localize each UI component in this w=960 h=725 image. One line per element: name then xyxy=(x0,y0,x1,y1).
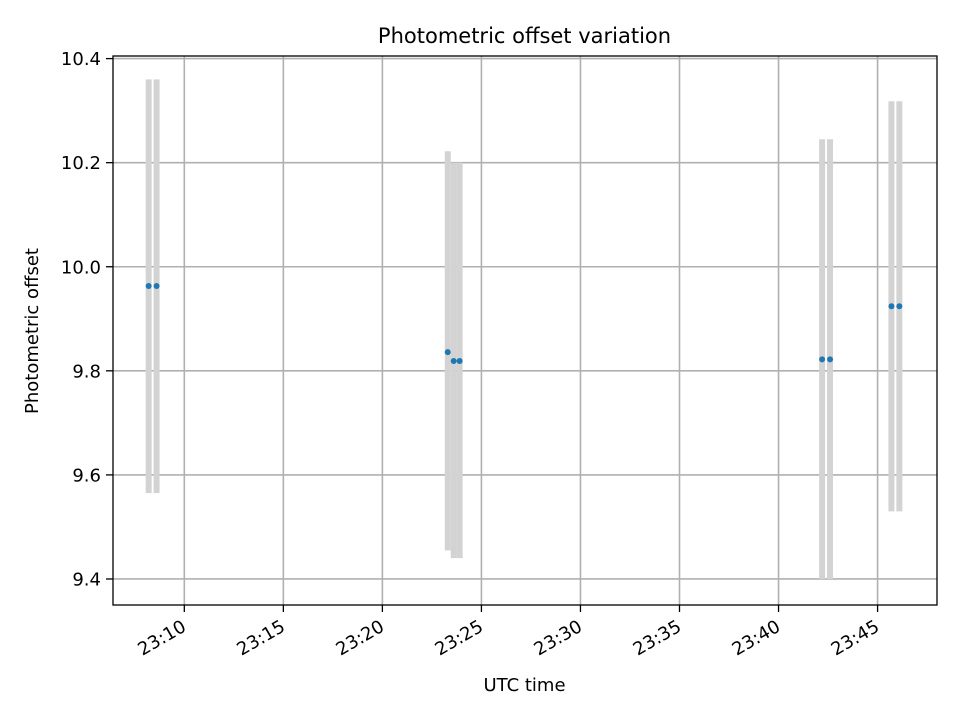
axes xyxy=(112,55,938,606)
data-markers xyxy=(145,283,903,364)
x-axis-title: UTC time xyxy=(483,675,565,696)
data-point xyxy=(827,356,834,363)
y-tick-label: 9.6 xyxy=(72,465,101,486)
plot-frame xyxy=(112,55,938,606)
y-tick-label: 10.0 xyxy=(61,257,101,278)
y-axis-title: Photometric offset xyxy=(22,248,43,414)
data-point xyxy=(450,357,457,364)
data-point xyxy=(888,303,895,310)
data-point xyxy=(153,283,160,290)
data-point xyxy=(819,356,826,363)
y-axis-ticks: 9.4 9.6 9.8 10.0 10.2 10.4 xyxy=(61,49,113,590)
chart-title: Photometric offset variation xyxy=(378,24,671,48)
y-tick-label: 9.4 xyxy=(72,569,101,590)
data-point xyxy=(896,303,903,310)
y-tick-label: 9.8 xyxy=(72,361,101,382)
data-point xyxy=(444,349,451,356)
y-tick-label: 10.4 xyxy=(61,49,101,70)
grid-lines xyxy=(113,56,937,605)
y-tick-label: 10.2 xyxy=(61,153,101,174)
data-point xyxy=(145,283,152,290)
data-point xyxy=(456,357,463,364)
